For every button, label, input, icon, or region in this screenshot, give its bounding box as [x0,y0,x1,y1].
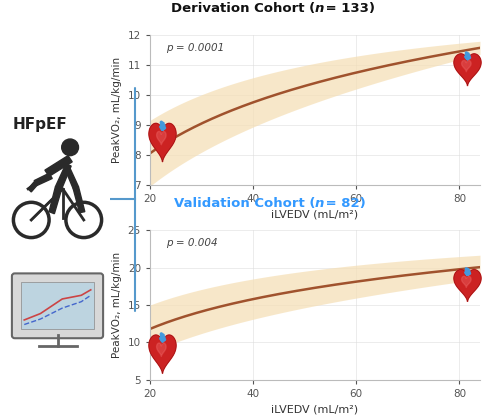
Polygon shape [149,335,176,374]
X-axis label: iLVEDV (mL/m²): iLVEDV (mL/m²) [272,404,358,414]
Text: HFpEF: HFpEF [12,117,67,132]
Polygon shape [454,270,481,301]
Polygon shape [454,270,481,301]
FancyBboxPatch shape [22,282,94,329]
Text: = 82): = 82) [321,197,366,210]
FancyBboxPatch shape [12,273,103,338]
Text: = 133): = 133) [321,2,375,15]
Polygon shape [45,156,72,176]
Polygon shape [49,187,62,214]
Text: n: n [315,197,324,210]
Polygon shape [64,164,78,189]
Polygon shape [462,276,471,287]
Polygon shape [73,187,85,213]
Polygon shape [34,173,52,186]
Text: p = 0.0001: p = 0.0001 [166,43,225,53]
Polygon shape [454,54,481,85]
Y-axis label: PeakVO₂, mL/kg/min: PeakVO₂, mL/kg/min [112,252,122,358]
Polygon shape [462,61,471,71]
Polygon shape [454,54,481,85]
Polygon shape [156,132,166,145]
Polygon shape [156,343,166,356]
Text: n: n [315,2,324,15]
Polygon shape [149,335,176,374]
Text: p = 0.004: p = 0.004 [166,238,218,248]
Text: Derivation Cohort (: Derivation Cohort ( [171,2,315,15]
Y-axis label: PeakVO₂, mL/kg/min: PeakVO₂, mL/kg/min [112,57,122,163]
Circle shape [62,139,78,156]
Polygon shape [56,164,71,189]
Text: Validation Cohort (: Validation Cohort ( [174,197,315,210]
Polygon shape [28,182,38,192]
Polygon shape [149,123,176,162]
Polygon shape [149,123,176,162]
X-axis label: iLVEDV (mL/m²): iLVEDV (mL/m²) [272,209,358,219]
